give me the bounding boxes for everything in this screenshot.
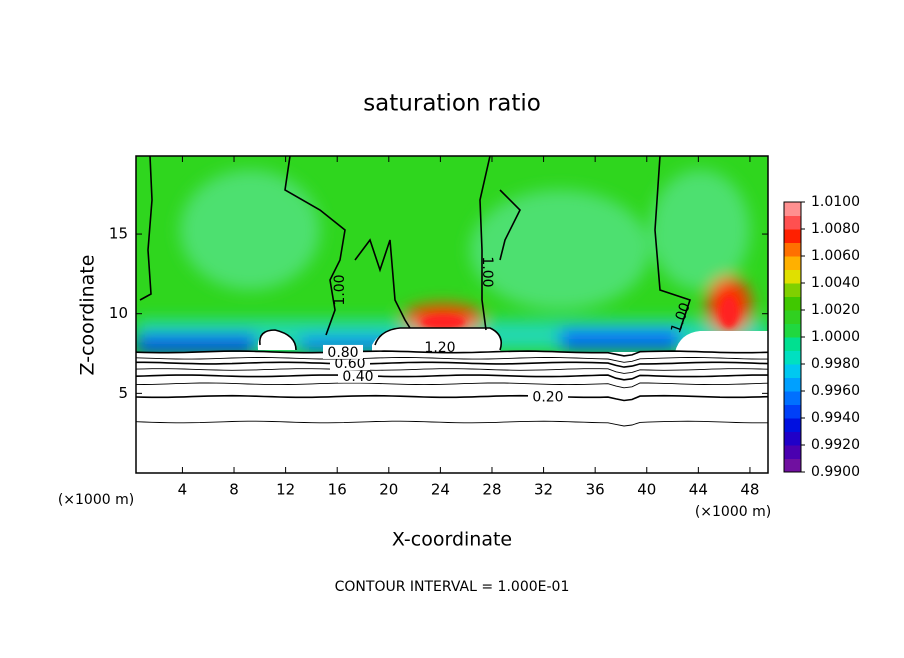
colorbar-band <box>784 242 801 257</box>
colorbar-band <box>784 310 801 324</box>
contour-line <box>135 357 768 363</box>
colorbar-tick-label: 1.0100 <box>811 194 860 210</box>
colorbar-tick-label: 1.0080 <box>811 221 860 237</box>
colorbar-band <box>784 296 801 311</box>
x-tick-label: 20 <box>379 481 398 499</box>
y-tick-label: 5 <box>118 384 128 402</box>
x-tick-label: 24 <box>431 481 450 499</box>
contour-label-bg <box>338 368 378 383</box>
x-axis-unit: (×1000 m) <box>695 504 771 520</box>
y-axis-unit: (×1000 m) <box>58 492 134 508</box>
colorbar-band <box>784 337 801 351</box>
contour-label-bg <box>528 389 568 404</box>
contour-label: 0.40 <box>342 369 373 385</box>
y-axis-title: Z-coordinate <box>77 255 99 376</box>
lower-region <box>136 352 768 473</box>
colorbar-band <box>784 269 801 284</box>
colorbar-tick-label: 0.9940 <box>811 410 860 426</box>
contour-label: 1.00 <box>479 256 495 287</box>
contour-line <box>135 350 769 357</box>
colorbar-band <box>784 202 801 216</box>
colorbar-tick-label: 1.0020 <box>811 302 860 318</box>
out-of-range <box>675 331 768 352</box>
colorbar-band <box>784 256 801 270</box>
colorbar-band <box>784 458 801 473</box>
colorbar-band <box>784 229 801 243</box>
x-tick-label: 12 <box>276 481 295 499</box>
chart-title: saturation ratio <box>363 91 541 117</box>
contour-line <box>135 382 769 389</box>
contour-label-bg <box>330 356 370 371</box>
colorbar-band <box>784 283 801 297</box>
colorbar-band <box>784 391 801 405</box>
contour-line <box>135 374 769 381</box>
colorbar-tick-label: 1.0060 <box>811 248 860 264</box>
contour-line <box>135 368 769 374</box>
colorbar-band <box>784 445 801 459</box>
plot-frame <box>135 155 769 474</box>
out-of-range <box>372 328 502 352</box>
colorbar-tick-label: 0.9920 <box>811 437 860 453</box>
x-tick-label: 48 <box>740 481 759 499</box>
x-tick-label: 40 <box>637 481 656 499</box>
contour-label-bg <box>323 344 363 359</box>
field <box>136 156 768 473</box>
footer: CONTOUR INTERVAL = 1.000E-01 <box>335 579 570 595</box>
x-tick-label: 36 <box>586 481 605 499</box>
x-tick-label: 4 <box>178 481 188 499</box>
contour-line <box>136 361 769 368</box>
y-tick-label: 10 <box>109 304 128 322</box>
colorbar-band <box>784 323 801 338</box>
contour-label: 1.20 <box>424 340 455 356</box>
x-tick-label: 16 <box>328 481 347 499</box>
colorbar-tick-label: 1.0000 <box>811 329 860 345</box>
colorbar-tick-label: 0.9900 <box>811 464 860 480</box>
contour-line <box>135 420 768 427</box>
colorbar-band <box>784 404 801 419</box>
contour-label: 1.00 <box>332 274 348 305</box>
y-tick-label: 15 <box>109 225 128 243</box>
colorbar-band <box>784 215 801 230</box>
x-tick-label: 44 <box>689 481 708 499</box>
colorbar-tick-label: 1.0040 <box>811 275 860 291</box>
field-highlights <box>421 296 738 329</box>
x-tick-label: 28 <box>482 481 501 499</box>
colorbar-band <box>784 350 801 365</box>
colorbar-band <box>784 377 801 392</box>
colorbar-band <box>784 418 801 432</box>
contour-label: 0.20 <box>532 390 563 406</box>
colorbar-band <box>784 364 801 378</box>
contour-1-00 <box>139 156 692 351</box>
colorbar-tick-label: 0.9960 <box>811 383 860 399</box>
x-tick-label: 8 <box>229 481 239 499</box>
x-tick-label: 32 <box>534 481 553 499</box>
contour-label: 0.60 <box>334 356 365 372</box>
x-axis-title: X-coordinate <box>392 529 512 551</box>
colorbar-band <box>784 431 801 446</box>
colorbar-tick-label: 0.9980 <box>811 356 860 372</box>
contour-label: 0.80 <box>327 345 358 361</box>
contour-line <box>135 394 769 402</box>
